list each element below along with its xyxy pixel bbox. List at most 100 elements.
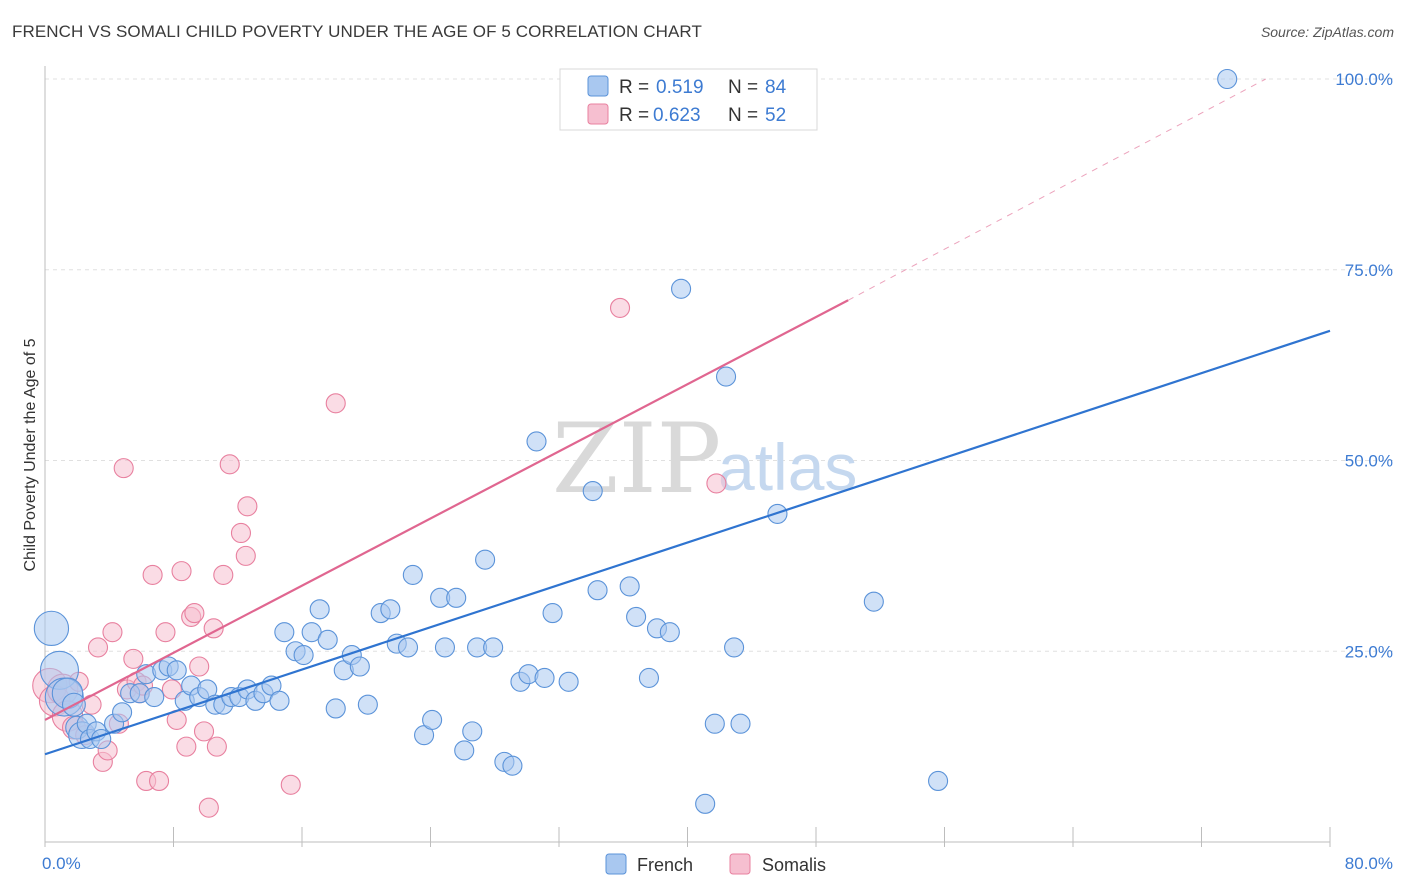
somali-points: [32, 297, 727, 818]
y-tick-label: 100.0%: [1335, 70, 1393, 89]
somali-point: [148, 770, 170, 792]
somali-point: [198, 797, 219, 818]
tick-labels: 25.0% 50.0% 75.0% 100.0% 0.0% 80.0%: [42, 70, 1393, 873]
y-tick-label: 50.0%: [1345, 452, 1393, 471]
legend-n-value-french: 84: [765, 77, 787, 98]
french-point: [534, 667, 555, 689]
somali-point: [219, 454, 240, 475]
trend-lines: [44, 78, 1331, 756]
french-point: [33, 610, 70, 647]
french-point: [144, 686, 165, 708]
french-point: [724, 637, 745, 658]
somali-point: [87, 637, 109, 658]
legend-n-label-somalis: N =: [728, 105, 758, 126]
somali-point: [189, 656, 210, 677]
french-point: [928, 770, 949, 792]
somali-point: [102, 622, 123, 643]
french-point: [626, 606, 647, 627]
x-tick-label-min: 0.0%: [42, 854, 81, 873]
french-point: [704, 713, 725, 734]
french-point: [542, 603, 563, 624]
somali-point: [171, 561, 192, 582]
source-credit: Source: ZipAtlas.com: [1260, 24, 1394, 40]
chart-title: FRENCH VS SOMALI CHILD POVERTY UNDER THE…: [12, 22, 702, 41]
watermark: ZIP atlas: [552, 403, 857, 515]
bottom-legend-swatch-somalis: [729, 853, 751, 875]
somali-point: [213, 564, 234, 586]
french-point: [659, 622, 680, 643]
y-tick-label: 75.0%: [1345, 261, 1393, 280]
french-point: [422, 709, 443, 730]
y-axis-label: Child Poverty Under the Age of 5: [22, 338, 39, 571]
french-point: [357, 694, 378, 715]
watermark-atlas: atlas: [718, 430, 857, 504]
french-point: [434, 637, 456, 658]
somali-point: [230, 522, 252, 544]
somali-point: [609, 297, 631, 318]
x-tick-label-max: 80.0%: [1345, 854, 1393, 873]
legend-r-label-french: R =: [619, 77, 649, 98]
french-point: [274, 622, 295, 643]
french-point: [558, 671, 579, 692]
legend-r-label-somalis: R =: [619, 105, 649, 126]
french-point: [309, 599, 330, 620]
legend-n-label-french: N =: [728, 77, 758, 98]
somali-point: [206, 736, 227, 757]
somali-point: [235, 545, 256, 566]
somali-point: [161, 679, 182, 700]
french-point: [526, 431, 547, 452]
french-point: [317, 629, 338, 650]
french-point: [619, 576, 640, 597]
somali-point: [193, 721, 215, 742]
somali-point: [325, 393, 346, 414]
french-point: [269, 690, 290, 711]
french-point: [730, 713, 751, 734]
french-point: [454, 740, 475, 761]
somali-point: [237, 496, 258, 517]
french-point: [483, 637, 504, 658]
french-point: [301, 622, 322, 643]
french-point: [715, 366, 737, 387]
somali-point: [155, 622, 176, 643]
french-point: [462, 721, 483, 742]
legend-n-value-somalis: 52: [765, 105, 786, 126]
french-point: [671, 278, 692, 299]
french-point: [1217, 68, 1238, 90]
somali-point: [184, 603, 205, 624]
french-point: [587, 580, 608, 601]
french-point: [582, 480, 603, 502]
french-point: [293, 645, 314, 666]
somali-point: [113, 458, 134, 479]
french-point: [397, 637, 419, 658]
french-point: [695, 793, 716, 814]
somali-point: [280, 774, 301, 795]
y-tick-label: 25.0%: [1345, 642, 1393, 661]
french-point: [475, 549, 496, 570]
somali-trend-extension: [847, 78, 1266, 301]
french-point: [380, 599, 401, 620]
legend-r-value-somalis: 0.623: [653, 105, 701, 126]
legend-swatch-french: [587, 75, 609, 97]
bottom-legend-swatch-french: [605, 853, 627, 875]
french-point: [446, 587, 467, 608]
watermark-zip: ZIP: [552, 403, 721, 515]
somali-point: [176, 736, 197, 757]
legend-r-value-french: 0.519: [656, 77, 704, 98]
french-point: [325, 698, 346, 719]
french-point: [638, 667, 660, 689]
french-point: [166, 660, 187, 681]
french-point: [402, 564, 423, 586]
french-point: [502, 755, 523, 776]
series-legend: French Somalis: [605, 853, 826, 875]
bottom-legend-somalis: Somalis: [762, 855, 826, 875]
french-point: [112, 702, 133, 723]
somali-point: [706, 473, 727, 494]
bottom-legend-french: French: [637, 855, 693, 875]
correlation-legend: R = 0.519 N = 84 R = 0.623 N = 52: [559, 68, 818, 131]
somali-point: [123, 648, 144, 669]
french-point: [863, 591, 884, 612]
french-trend-line: [44, 329, 1331, 756]
french-point: [349, 656, 370, 677]
french-points: [33, 68, 1238, 814]
legend-swatch-somalis: [587, 103, 609, 125]
